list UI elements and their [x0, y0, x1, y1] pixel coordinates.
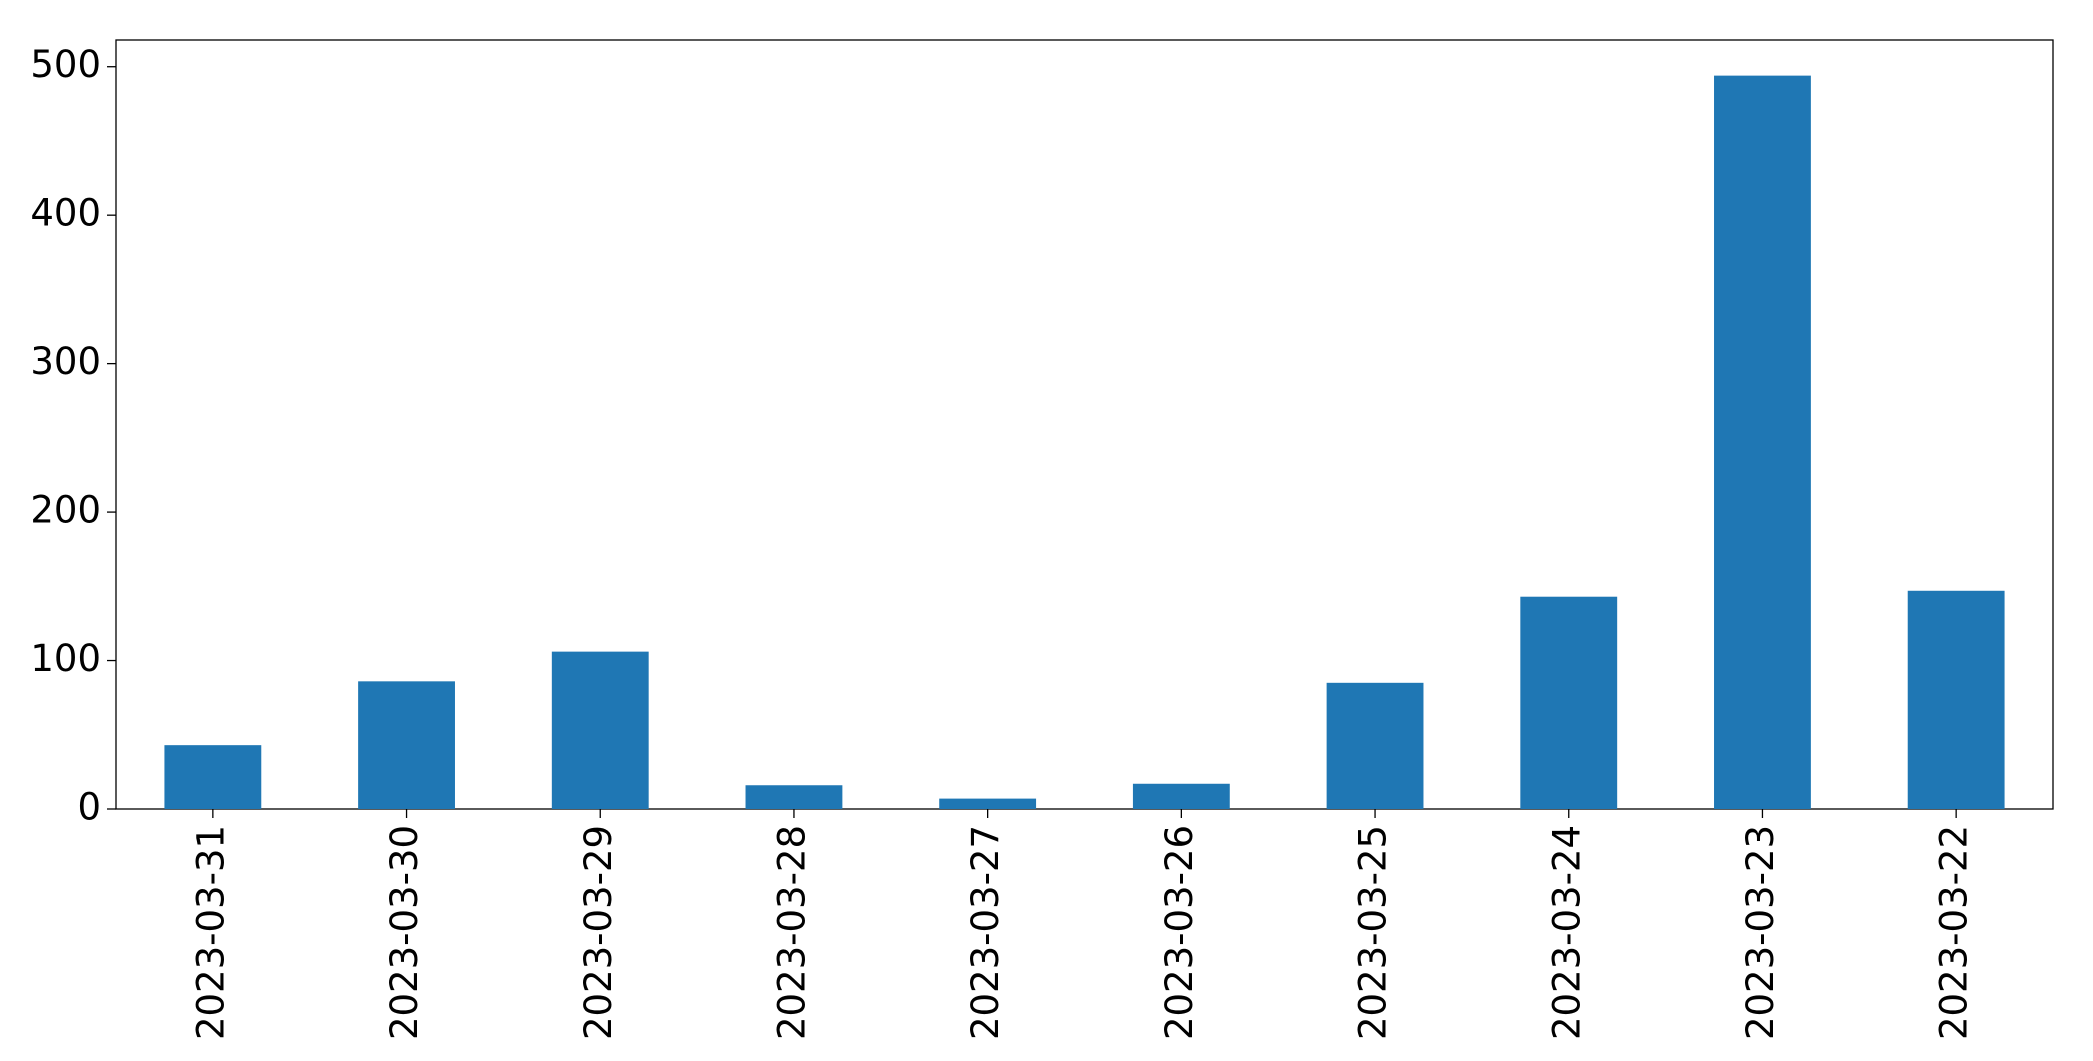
- bar: [1907, 590, 2005, 809]
- x-tick-label: 2023-03-30: [383, 825, 426, 1040]
- plot-frame: [115, 39, 2054, 810]
- y-tick-label: 200: [30, 489, 101, 532]
- bar: [358, 681, 455, 809]
- y-tick-label: 0: [77, 786, 101, 829]
- x-tick-label: 2023-03-23: [1739, 825, 1782, 1040]
- bar: [1326, 682, 1424, 809]
- x-tick-label: 2023-03-29: [577, 825, 620, 1040]
- x-tick-label: 2023-03-27: [964, 825, 1007, 1040]
- x-tick-label: 2023-03-26: [1158, 825, 1201, 1040]
- y-tick-label: 400: [30, 192, 101, 235]
- bar: [1132, 783, 1230, 809]
- y-tick-label: 100: [30, 637, 101, 680]
- x-tick-label: 2023-03-31: [189, 825, 232, 1040]
- bar: [939, 798, 1037, 809]
- x-tick-label: 2023-03-28: [770, 825, 813, 1040]
- bar: [551, 651, 649, 809]
- x-tick-label: 2023-03-22: [1933, 825, 1976, 1040]
- x-tick-label: 2023-03-25: [1352, 825, 1395, 1040]
- bar: [164, 745, 262, 809]
- bar: [745, 785, 843, 809]
- y-tick-label: 500: [30, 43, 101, 86]
- bar: [1520, 596, 1618, 809]
- y-tick-label: 300: [30, 340, 101, 383]
- bar: [1714, 75, 1811, 810]
- x-tick-label: 2023-03-24: [1545, 825, 1588, 1040]
